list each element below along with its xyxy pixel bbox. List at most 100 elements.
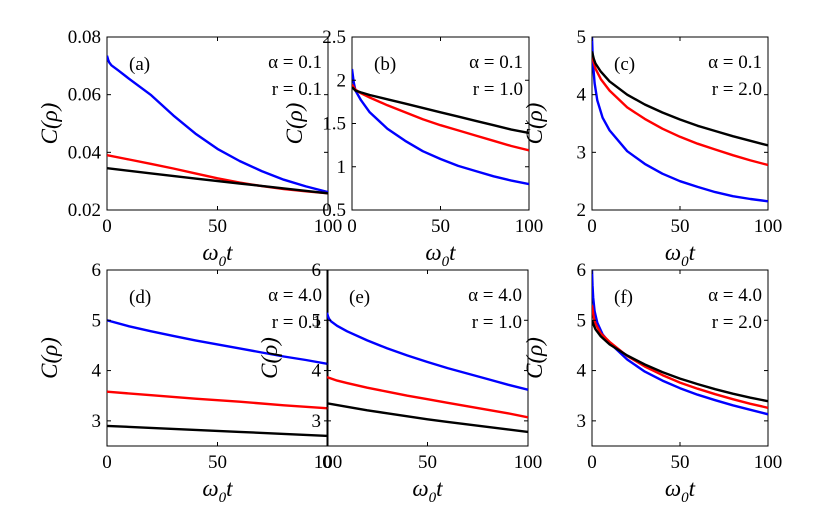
- x-axis-label: ω0t: [202, 240, 233, 270]
- series-line-black: [352, 86, 529, 135]
- y-axis-label: C(ρ): [522, 103, 547, 145]
- y-tick-label: 3: [312, 411, 322, 432]
- x-tick-label: 100: [754, 216, 783, 237]
- annotation-r: r = 1.0: [472, 312, 522, 333]
- series-line-red: [327, 375, 528, 419]
- series-line-black: [592, 51, 768, 147]
- x-tick-label: 100: [514, 452, 543, 473]
- x-tick-label: 0: [587, 216, 597, 237]
- x-axis-label-tail: t: [436, 476, 443, 501]
- series-line-blue: [592, 37, 768, 203]
- panel-label: (e): [349, 287, 370, 308]
- annotation-alpha: α = 0.1: [708, 52, 762, 73]
- y-tick-label: 0.02: [68, 200, 101, 221]
- y-axis-label: C(ρ): [257, 337, 282, 379]
- x-axis-label-tail: t: [226, 240, 233, 265]
- series-line-black: [327, 402, 528, 434]
- y-tick-label: 5: [577, 27, 587, 48]
- panel-label: (c): [614, 54, 635, 75]
- y-tick-label: 4: [577, 361, 587, 382]
- annotation-r: r = 1.0: [473, 79, 523, 100]
- y-tick-label: 4: [577, 85, 587, 106]
- x-axis-label-main: ω: [202, 476, 218, 501]
- x-tick-label: 0: [587, 452, 597, 473]
- x-tick-label: 50: [671, 216, 690, 237]
- y-tick-label: 1.5: [322, 114, 346, 135]
- panel-a: 0 50 100 0.02 0.04 0.06 0.08 (a) α = 0.1 r = 0.1 ω…: [37, 27, 342, 270]
- y-tick-label: 2.5: [322, 27, 346, 48]
- x-tick-label: 0: [102, 452, 112, 473]
- y-tick-label: 3: [577, 142, 587, 163]
- x-tick-label: 0: [322, 452, 332, 473]
- series-line-red: [592, 54, 768, 167]
- y-tick-label: 0.08: [68, 27, 101, 48]
- annotation-r: r = 0.1: [272, 312, 322, 333]
- y-tick-label: 3: [577, 411, 587, 432]
- annotation-alpha: α = 0.1: [469, 52, 523, 73]
- series-line-black: [107, 167, 328, 195]
- series-line-red: [107, 390, 328, 410]
- series-line-black: [107, 424, 328, 438]
- x-axis-label-main: ω: [665, 240, 681, 265]
- panel-f: 0 50 100 3 4 5 6 (f) α = 4.0 r = 2.0 ω0t C(ρ): [522, 260, 782, 506]
- x-tick-label: 50: [671, 452, 690, 473]
- x-axis-label: ω0t: [202, 476, 233, 506]
- y-tick-label: 6: [577, 260, 587, 281]
- panel-label: (d): [129, 287, 151, 308]
- y-axis-label: C(ρ): [282, 103, 307, 145]
- y-tick-label: 6: [312, 260, 322, 281]
- annotation-r: r = 2.0: [712, 312, 762, 333]
- x-axis-label: ω0t: [665, 476, 696, 506]
- annotation-alpha: α = 4.0: [468, 285, 522, 306]
- y-tick-label: 5: [577, 310, 587, 331]
- annotation-r: r = 2.0: [712, 79, 762, 100]
- x-tick-label: 50: [208, 216, 227, 237]
- x-axis-label-tail: t: [449, 240, 456, 265]
- x-axis-label-main: ω: [425, 240, 441, 265]
- y-tick-label: 2: [577, 200, 587, 221]
- x-axis-label: ω0t: [665, 240, 696, 270]
- x-tick-label: 50: [431, 216, 450, 237]
- y-tick-label: 0.04: [68, 142, 102, 163]
- x-axis-label-main: ω: [412, 476, 428, 501]
- series-line-red: [592, 305, 768, 409]
- x-axis-label-sub: 0: [219, 254, 227, 270]
- x-tick-label: 50: [418, 452, 437, 473]
- y-tick-label: 0.06: [68, 85, 101, 106]
- x-tick-label: 100: [314, 216, 343, 237]
- x-axis-label-tail: t: [226, 476, 233, 501]
- y-tick-label: 4: [92, 361, 102, 382]
- annotation-alpha: α = 4.0: [268, 285, 322, 306]
- series-line-blue: [592, 270, 768, 416]
- x-axis-label-tail: t: [689, 240, 696, 265]
- x-tick-label: 0: [102, 216, 112, 237]
- y-tick-label: 3: [92, 411, 102, 432]
- x-tick-label: 100: [754, 452, 783, 473]
- y-tick-label: 5: [92, 310, 102, 331]
- series-line-blue: [107, 319, 328, 366]
- panel-label: (f): [614, 287, 633, 308]
- x-axis-label: ω0t: [425, 240, 456, 270]
- x-tick-label: 0: [347, 216, 357, 237]
- x-axis-label-sub: 0: [681, 254, 689, 270]
- x-axis-label-sub: 0: [681, 490, 689, 506]
- series-line-blue: [107, 55, 328, 194]
- x-tick-label: 100: [515, 216, 544, 237]
- annotation-alpha: α = 0.1: [268, 52, 322, 73]
- y-axis-label: C(ρ): [37, 337, 62, 379]
- annotation-r: r = 0.1: [272, 79, 322, 100]
- annotation-alpha: α = 4.0: [708, 285, 762, 306]
- x-tick-label: 100: [314, 452, 343, 473]
- y-tick-label: 5: [312, 310, 322, 331]
- series-line-red: [107, 154, 328, 195]
- x-axis-label-sub: 0: [442, 254, 450, 270]
- series-line-black: [592, 319, 768, 403]
- y-axis-label: C(ρ): [522, 337, 547, 379]
- x-axis-label-tail: t: [689, 476, 696, 501]
- series-line-blue: [352, 68, 529, 186]
- y-tick-label: 4: [312, 361, 322, 382]
